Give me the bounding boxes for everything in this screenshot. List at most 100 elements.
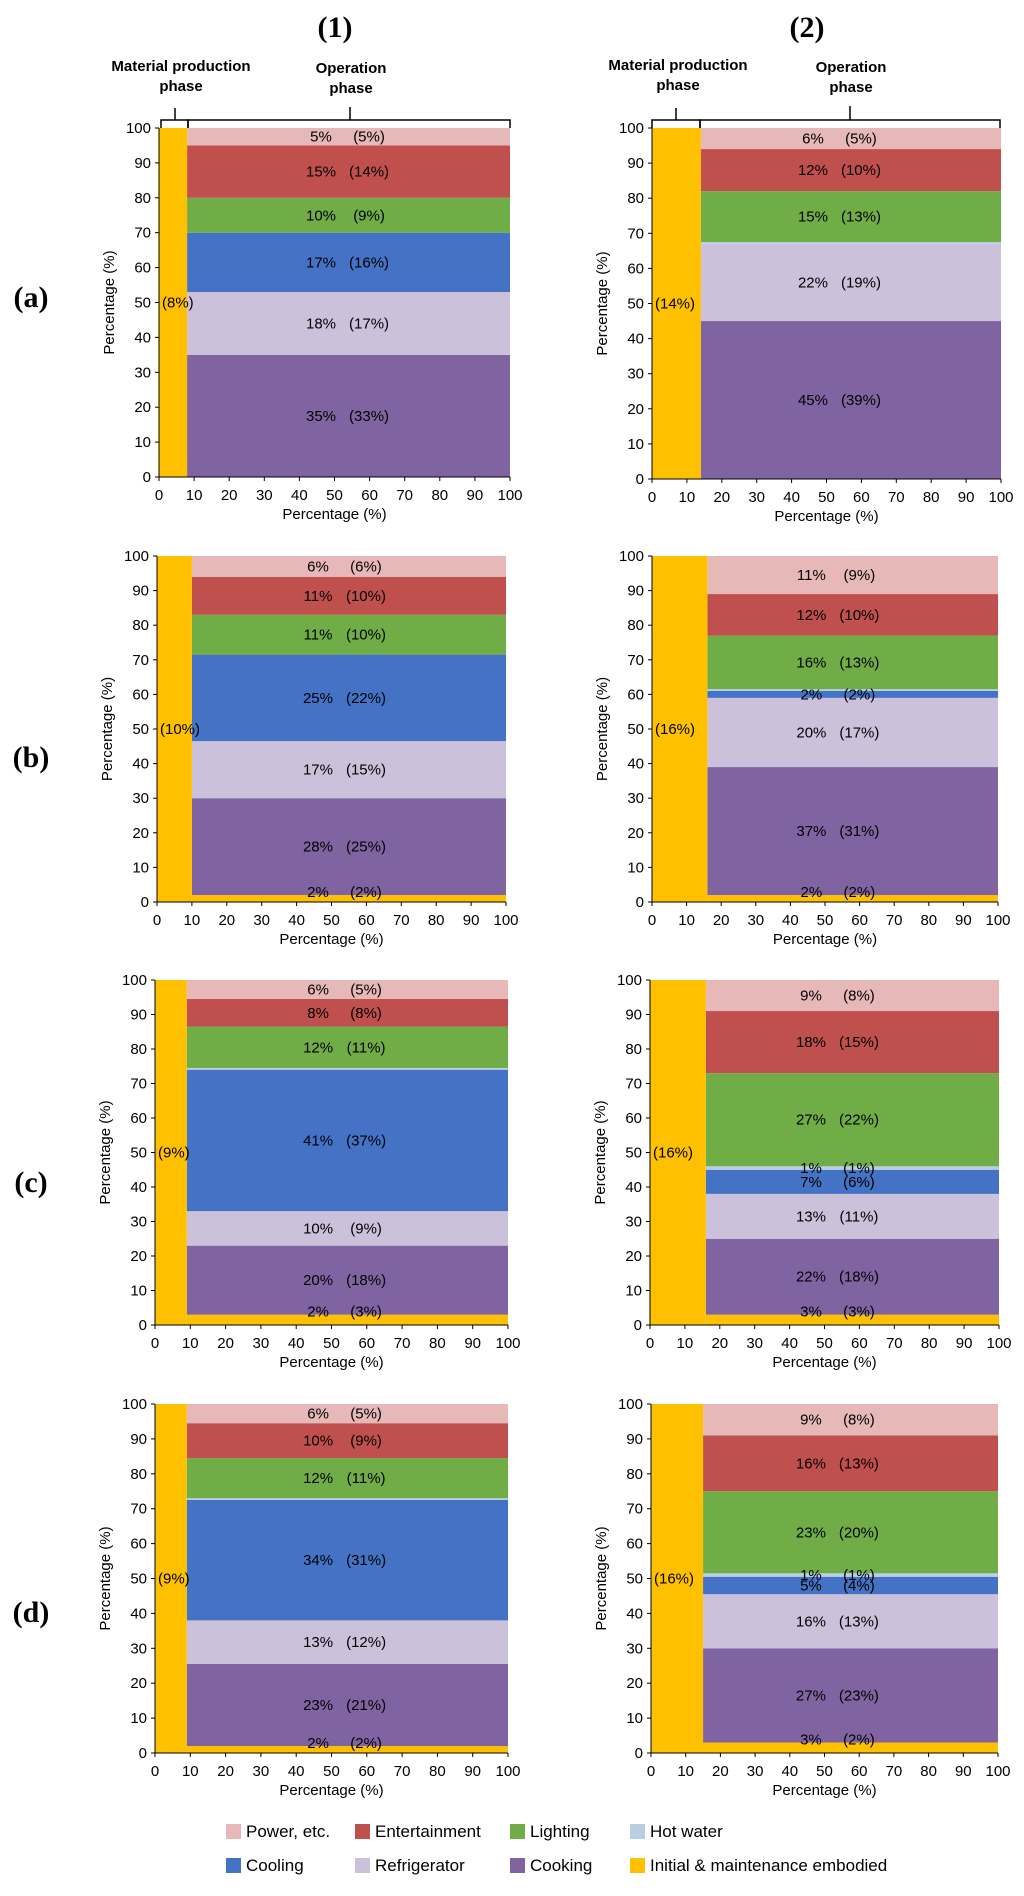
segment-entertainment	[707, 594, 998, 636]
y-tick-label: 100	[619, 548, 644, 565]
x-axis-title: Percentage (%)	[773, 931, 877, 948]
y-tick-label: 20	[130, 1248, 147, 1265]
column-label-1: (1)	[318, 11, 353, 44]
x-axis-title: Percentage (%)	[279, 1354, 383, 1371]
segment-share-label: (21%)	[346, 1697, 386, 1714]
segment-share-label: (10%)	[346, 588, 386, 605]
segment-share-label: (25%)	[346, 839, 386, 856]
segment-value-label: 16%	[796, 1455, 826, 1472]
segment-hot-water	[707, 689, 998, 691]
charts-container: 35% (33%) 18% (17%) 17% (16%) 10% (9%) 15% (14%) 5…	[97, 120, 1014, 1799]
chart-a2: 45% (39%) 22% (19%) 15% (13%) 12% (10%) 6% (5%) (1…	[594, 120, 1014, 525]
embodied-bar	[650, 980, 706, 1325]
x-tick-label: 80	[921, 1335, 938, 1352]
segment-power-etc	[186, 1404, 508, 1424]
legend-label: Entertainment	[375, 1822, 481, 1841]
segment-share-label: (8%)	[843, 1412, 875, 1429]
x-tick-label: 70	[394, 1335, 411, 1352]
chart-d1: 2% (2%) 23% (21%) 13% (12%) 34% (31%) 12% (11%) 10…	[97, 1396, 521, 1799]
operation-phase-label-line2: phase	[329, 80, 372, 97]
y-tick-label: 0	[634, 1317, 642, 1334]
segment-share-label: (22%)	[346, 690, 386, 707]
segment-value-label: 5%	[310, 129, 332, 146]
segment-value-label: 22%	[796, 1269, 826, 1286]
x-tick-label: 80	[923, 489, 940, 506]
x-tick-label: 10	[186, 487, 203, 504]
segment-power-etc	[191, 556, 506, 577]
segment-cooling	[186, 1069, 508, 1212]
segment-value-label: 27%	[796, 1112, 826, 1129]
material-phase-bracket	[651, 108, 701, 128]
x-tick-label: 0	[647, 1763, 655, 1780]
x-tick-label: 30	[256, 487, 273, 504]
segment-value-label: 12%	[303, 1470, 333, 1487]
segment-entertainment	[187, 145, 510, 198]
x-tick-label: 60	[358, 1335, 375, 1352]
segment-lighting	[703, 1491, 998, 1574]
chart-a1: 35% (33%) 18% (17%) 17% (16%) 10% (9%) 15% (14%) 5…	[101, 120, 523, 523]
segment-hot-water	[705, 1166, 999, 1170]
x-tick-label: 60	[851, 1335, 868, 1352]
embodied-bar	[157, 556, 192, 902]
segment-cooling	[703, 1576, 998, 1595]
segment-value-label: 8%	[307, 1005, 329, 1022]
segment-cooking	[186, 1664, 508, 1747]
phase-annotation-col2: Material production phase Operation phas…	[608, 57, 1001, 128]
segment-value-label: 2%	[801, 884, 823, 901]
y-tick-label: 50	[130, 1571, 147, 1588]
x-tick-label: 10	[184, 912, 201, 929]
segment-value-label: 6%	[307, 558, 329, 575]
y-tick-label: 40	[130, 1605, 147, 1622]
x-tick-label: 30	[747, 1763, 764, 1780]
x-tick-label: 40	[288, 912, 305, 929]
x-tick-label: 40	[291, 487, 308, 504]
x-tick-label: 10	[678, 912, 695, 929]
row-label-a: (a)	[14, 281, 49, 314]
segment-value-label: 11%	[797, 567, 826, 584]
segment-value-label: 37%	[796, 823, 826, 840]
segment-lighting	[191, 614, 506, 655]
x-tick-label: 10	[677, 1763, 694, 1780]
y-tick-label: 80	[627, 190, 644, 207]
y-tick-label: 80	[626, 1466, 643, 1483]
segment-value-label: 10%	[303, 1220, 333, 1237]
segment-share-label: (6%)	[843, 1174, 875, 1191]
segment-value-label: 20%	[796, 724, 826, 741]
y-tick-label: 100	[126, 120, 151, 137]
x-tick-label: 20	[218, 912, 235, 929]
x-tick-label: 0	[151, 1763, 159, 1780]
segment-value-label: 23%	[796, 1524, 826, 1541]
segment-share-label: (1%)	[843, 1160, 875, 1177]
y-tick-label: 0	[636, 471, 644, 488]
segment-share-label: (22%)	[839, 1112, 879, 1129]
segment-share-label: (17%)	[349, 315, 389, 332]
y-tick-label: 20	[627, 401, 644, 418]
segment-entertainment	[705, 1011, 999, 1074]
segment-share-label: (17%)	[839, 724, 879, 741]
x-tick-label: 40	[288, 1335, 305, 1352]
segment-cooling	[707, 690, 998, 698]
segment-initial-maintenance-embodied	[191, 895, 506, 902]
segment-share-label: (16%)	[349, 254, 389, 271]
segment-share-label: (5%)	[350, 981, 382, 998]
y-tick-label: 80	[627, 617, 644, 634]
segment-value-label: 28%	[303, 839, 333, 856]
segment-refrigerator	[186, 1620, 508, 1665]
y-tick-label: 20	[134, 399, 151, 416]
x-tick-label: 100	[985, 912, 1010, 929]
x-tick-label: 30	[748, 489, 765, 506]
segment-share-label: (5%)	[350, 1406, 382, 1423]
legend-swatch	[510, 1824, 525, 1839]
segment-share-label: (4%)	[843, 1577, 875, 1594]
x-tick-label: 70	[394, 1763, 411, 1780]
x-tick-label: 90	[956, 1335, 973, 1352]
y-tick-label: 30	[627, 790, 644, 807]
chart-c1: 2% (3%) 20% (18%) 10% (9%) 41% (37%) 12% (11%) 8% (…	[97, 972, 521, 1371]
legend-label: Power, etc.	[246, 1822, 330, 1841]
y-tick-label: 60	[134, 260, 151, 277]
segment-power-etc	[187, 128, 510, 146]
x-tick-label: 10	[182, 1763, 199, 1780]
embodied-bar	[155, 1404, 187, 1753]
y-tick-label: 30	[134, 364, 151, 381]
